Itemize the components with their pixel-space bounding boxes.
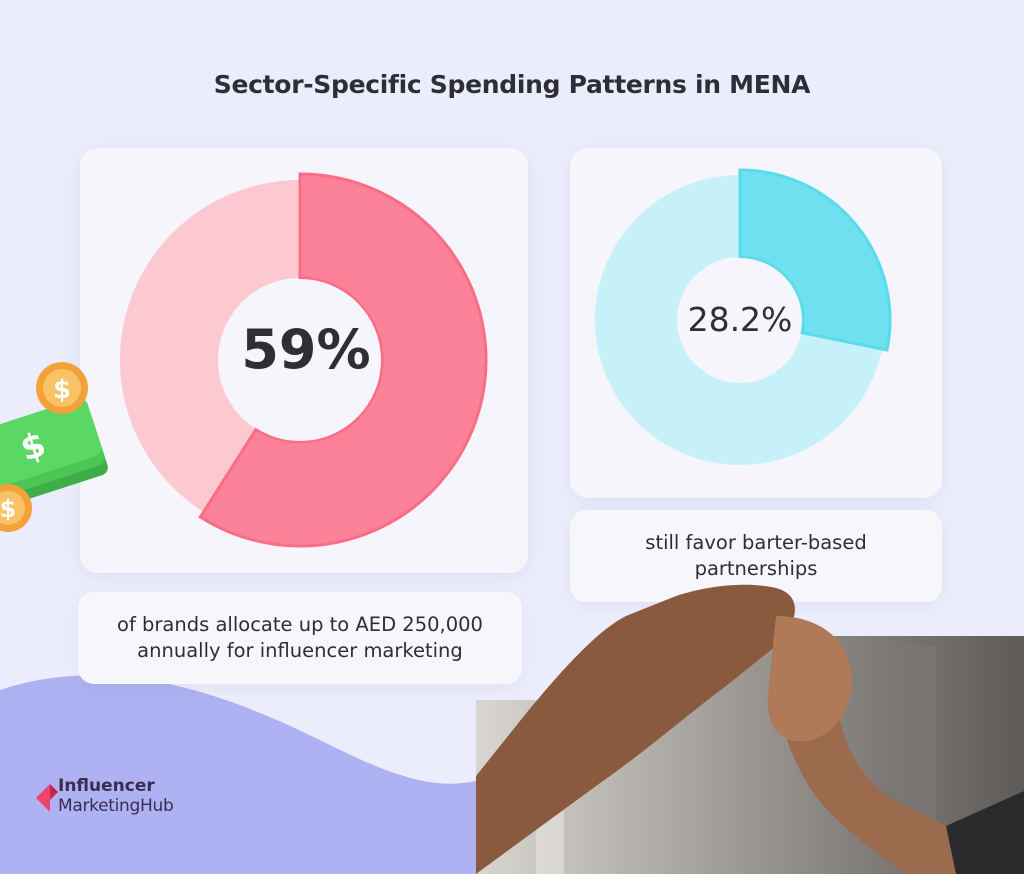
caption-right: still favor barter-based partnerships [570, 510, 942, 602]
donut-hole [678, 258, 802, 382]
money-cash-icon: $ $ $ [0, 362, 108, 532]
donut-slice-highlight [738, 168, 892, 352]
donut-chart-left [119, 172, 488, 548]
caption-left-line-1: of brands allocate up to AED 250,000 [117, 613, 483, 636]
chart-title: Sector-Specific Spending Patterns in MEN… [213, 70, 811, 99]
donut-chart-right [595, 168, 892, 465]
logo-line-1: Influencer [58, 776, 155, 796]
caption-left: of brands allocate up to AED 250,000 ann… [78, 592, 522, 684]
svg-text:$: $ [0, 495, 16, 523]
donut-slice-highlight [198, 172, 488, 548]
center-label-right: 28.2% [687, 300, 793, 339]
caption-right-line-1: still favor barter-based [645, 531, 867, 554]
donut-hole [219, 279, 381, 441]
center-label-left: 59% [241, 318, 371, 381]
influencer-marketinghub-logo: Influencer MarketingHub [36, 776, 226, 820]
donut-slice-rest [595, 175, 883, 465]
fist-bump-photo [476, 584, 1024, 874]
logo-line-2: MarketingHub [58, 796, 174, 816]
caption-right-line-2: partnerships [694, 557, 818, 580]
svg-text:$: $ [53, 375, 71, 405]
caption-left-line-2: annually for influencer marketing [137, 639, 463, 662]
logo-diamond-icon [36, 784, 58, 812]
